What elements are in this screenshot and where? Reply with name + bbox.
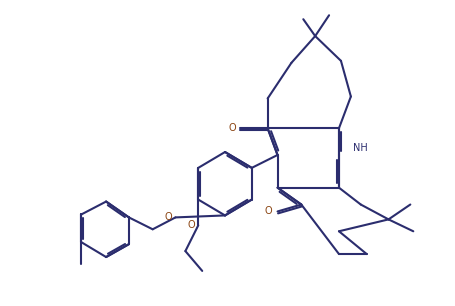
Text: O: O xyxy=(228,123,236,133)
Text: NH: NH xyxy=(353,143,368,153)
Text: O: O xyxy=(187,220,195,230)
Text: O: O xyxy=(265,207,273,216)
Text: O: O xyxy=(165,212,172,222)
